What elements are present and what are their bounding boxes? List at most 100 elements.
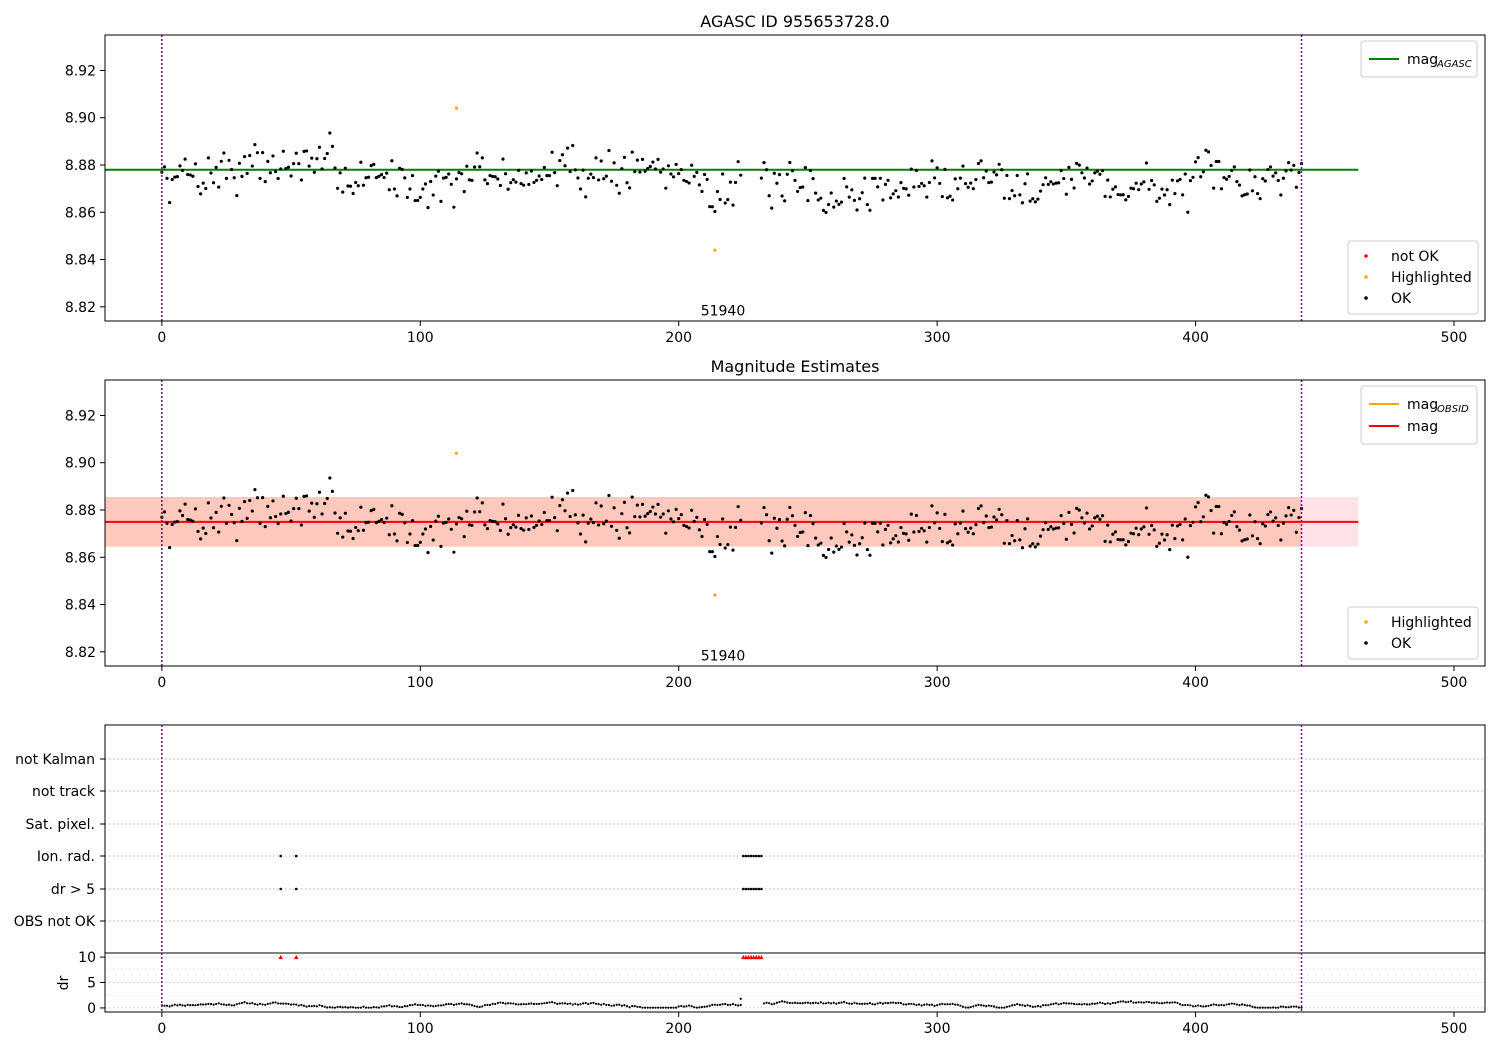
- dr-point: [739, 997, 742, 1000]
- data-point-ok: [1054, 181, 1058, 185]
- data-point-ok: [1152, 528, 1156, 532]
- data-point-ok: [485, 182, 490, 186]
- dr-point: [1292, 1005, 1295, 1008]
- dr-point: [1104, 1002, 1107, 1006]
- data-point-ok: [268, 171, 272, 175]
- data-point-ok: [1284, 514, 1288, 518]
- data-point-ok: [948, 194, 952, 198]
- data-point-ok: [514, 180, 518, 184]
- data-point-ok: [248, 153, 252, 158]
- data-point-ok: [992, 515, 996, 519]
- data-point-ok: [909, 512, 913, 516]
- data-point-ok: [323, 156, 327, 161]
- dr-point: [1098, 1001, 1102, 1004]
- dr-point: [525, 1003, 528, 1006]
- data-point-ok: [987, 525, 991, 530]
- y-tick-label: 8.92: [65, 408, 96, 424]
- legend-point-label: OK: [1391, 636, 1412, 652]
- data-point-ok: [1193, 505, 1198, 509]
- data-point-ok: [1271, 519, 1275, 523]
- data-point-ok: [834, 544, 838, 548]
- flag-point: [760, 887, 763, 891]
- x-tick-label: 400: [1182, 1021, 1209, 1037]
- dr-point: [874, 1003, 877, 1006]
- data-point-ok: [982, 521, 986, 525]
- data-point-ok: [1113, 530, 1118, 534]
- dr-point: [905, 1003, 908, 1006]
- data-point-ok: [1056, 181, 1061, 185]
- data-point-ok: [1020, 201, 1025, 205]
- data-point-ok: [635, 158, 639, 162]
- dr-point: [817, 1002, 820, 1005]
- dr-point: [289, 1003, 293, 1006]
- data-point-ok: [622, 500, 627, 504]
- dr-point: [163, 1004, 166, 1007]
- data-point-ok: [1258, 197, 1262, 201]
- data-point-ok: [565, 146, 570, 150]
- data-point-ok: [594, 501, 598, 505]
- data-point-ok: [863, 521, 867, 525]
- data-point-ok: [1204, 493, 1208, 497]
- dr-point: [708, 1004, 711, 1007]
- data-point-ok: [940, 194, 944, 199]
- data-point-ok: [1111, 187, 1115, 191]
- dr-point: [917, 1003, 921, 1006]
- data-point-ok: [266, 504, 270, 508]
- data-point-ok: [1013, 539, 1017, 543]
- dr-point: [677, 1005, 680, 1008]
- data-point-ok: [1020, 546, 1025, 550]
- data-point-ok: [1023, 182, 1027, 186]
- dr-point: [871, 1003, 874, 1006]
- dr-point: [1137, 1001, 1140, 1004]
- data-point-ok: [1142, 525, 1146, 529]
- dr-point: [1010, 1004, 1014, 1007]
- data-point-ok: [1294, 530, 1298, 534]
- dr-point: [579, 1003, 582, 1006]
- data-point-ok: [514, 525, 518, 529]
- data-point-ok: [423, 527, 428, 531]
- dr-point: [915, 1003, 918, 1007]
- data-point-ok: [870, 521, 875, 525]
- data-point-ok: [534, 178, 539, 182]
- data-point-ok: [638, 515, 642, 519]
- data-point-ok: [395, 539, 399, 543]
- data-point-ok: [826, 547, 831, 552]
- dr-point: [656, 1006, 660, 1009]
- data-point-ok: [224, 521, 229, 526]
- data-point-ok: [700, 534, 704, 539]
- data-point-ok: [702, 172, 707, 177]
- data-point-ok: [777, 173, 782, 177]
- dr-point: [282, 1002, 285, 1005]
- data-point-ok: [255, 496, 260, 500]
- data-point-ok: [1248, 168, 1252, 172]
- dr-point: [982, 1004, 985, 1007]
- y-tick-label: 8.90: [65, 456, 96, 472]
- x-tick-label: 0: [157, 675, 166, 691]
- dr-point: [501, 1001, 505, 1004]
- dr-point: [592, 1001, 595, 1004]
- data-point-ok: [509, 526, 513, 530]
- dr-point: [473, 1004, 476, 1008]
- dr-point: [685, 1005, 688, 1008]
- data-point-ok: [764, 168, 769, 172]
- flag-row-label: Ion. rad.: [37, 849, 95, 865]
- dr-point: [261, 1003, 264, 1006]
- data-point-ok: [1181, 538, 1185, 542]
- x-tick-label: 0: [157, 330, 166, 346]
- data-point-ok: [845, 185, 849, 189]
- dr-point: [243, 1000, 246, 1004]
- data-point-ok: [193, 507, 198, 511]
- data-point-ok: [961, 509, 965, 513]
- data-point-ok: [702, 517, 707, 522]
- data-point-ok: [625, 181, 629, 185]
- dr-point: [912, 1003, 915, 1006]
- flag-point: [757, 854, 761, 858]
- data-point-ok: [441, 176, 446, 180]
- data-point-ok: [173, 520, 177, 524]
- data-point-ok: [602, 522, 606, 526]
- data-point-ok: [444, 520, 448, 524]
- data-point-ok: [1266, 512, 1270, 517]
- data-point-ok: [958, 521, 962, 525]
- data-point-ok: [168, 545, 172, 550]
- data-point-ok: [945, 541, 950, 545]
